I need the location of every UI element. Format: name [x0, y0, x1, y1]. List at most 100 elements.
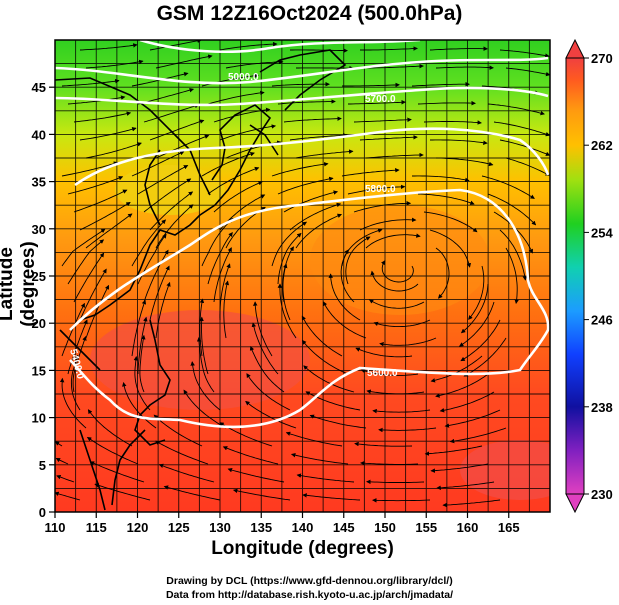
x-tick-label: 120 [127, 520, 149, 535]
colorbar-tick-label: 246 [591, 313, 613, 328]
colorbar-bottom-arrow [565, 493, 585, 514]
credit-data: Data from http://database.rish.kyoto-u.a… [165, 589, 454, 601]
streamline [435, 157, 494, 167]
streamline [131, 299, 147, 357]
streamline [301, 315, 343, 357]
y-tick-label: 10 [32, 411, 46, 426]
streamline [430, 463, 489, 473]
streamline [290, 452, 349, 465]
streamline [246, 373, 291, 411]
x-tick-label: 110 [45, 520, 66, 535]
streamline [87, 409, 133, 447]
streamline [347, 184, 406, 195]
coastlines [55, 49, 347, 511]
colorbar-top-arrow [565, 38, 585, 59]
streamline [290, 48, 348, 53]
streamline [340, 249, 355, 303]
streamline [435, 65, 494, 70]
streamline [328, 273, 361, 321]
streamline [370, 270, 419, 292]
streamline [429, 229, 472, 268]
height-contours [55, 40, 550, 429]
streamline [79, 201, 131, 231]
colorbar-tick-label: 270 [591, 51, 613, 66]
streamline [155, 54, 213, 69]
contour-label-5800: 5800.0 [365, 184, 396, 195]
streamline [67, 176, 124, 195]
y-tick-label: 40 [32, 127, 46, 142]
streamline [355, 347, 413, 358]
streamline [199, 298, 205, 357]
streamline [366, 389, 425, 395]
streamline [72, 335, 87, 393]
streamline [213, 107, 271, 123]
streamline [360, 460, 419, 466]
streamline [417, 100, 476, 106]
streamline [73, 252, 105, 303]
streamline [378, 427, 437, 433]
streamline [155, 204, 194, 249]
streamline [149, 265, 170, 321]
streamline [139, 334, 146, 393]
streamline [359, 217, 417, 231]
streamline [79, 268, 107, 321]
streamline [232, 488, 291, 501]
streamline [423, 211, 478, 233]
streamline [365, 233, 421, 249]
streamline [372, 408, 431, 414]
streamline [199, 316, 209, 375]
streamline [423, 120, 482, 125]
x-axis-title: Longitude (degrees) [211, 538, 394, 559]
streamline [309, 414, 367, 429]
streamline [133, 355, 151, 411]
y-tick-label: 20 [32, 316, 46, 331]
streamline [61, 228, 106, 267]
streamline [85, 59, 144, 69]
streamline [379, 337, 437, 347]
streamline [122, 381, 157, 429]
streamline [155, 281, 171, 339]
streamline [412, 175, 470, 183]
y-tick-label: 5 [39, 458, 46, 473]
streamline [463, 337, 507, 377]
streamline [277, 283, 297, 339]
streamline [439, 391, 495, 413]
streamline [277, 176, 334, 195]
streamline [56, 475, 75, 483]
streamline [481, 175, 535, 199]
streamline [213, 181, 263, 213]
streamline [499, 49, 550, 58]
streamline [289, 202, 342, 231]
streamline [225, 59, 284, 69]
streamline [137, 316, 148, 374]
streamline [207, 232, 233, 285]
contour-5800-a [74, 127, 550, 187]
streamline [201, 217, 234, 267]
streamline [252, 301, 273, 357]
streamline [366, 63, 424, 69]
streamline [143, 249, 169, 303]
streamline [155, 134, 210, 159]
streamline [79, 43, 138, 51]
colorbar: 230 238 246 254 262 270 [565, 38, 613, 514]
streamline [249, 345, 285, 393]
x-tick-label: 140 [292, 520, 314, 535]
streamline [373, 319, 431, 328]
streamline [67, 239, 105, 285]
streamline [493, 121, 550, 137]
streamline [468, 265, 485, 320]
streamline [424, 445, 483, 456]
x-tick-label: 130 [209, 520, 231, 535]
streamline [436, 481, 495, 490]
streamline [430, 355, 483, 383]
streamline [277, 99, 336, 105]
streamline [61, 302, 85, 357]
streamline [213, 247, 232, 303]
streamline [155, 440, 209, 465]
streamline [359, 134, 418, 141]
streamline [505, 157, 550, 176]
streamline [79, 127, 137, 141]
streamline [417, 193, 475, 205]
streamline [283, 190, 339, 213]
streamline [85, 213, 133, 249]
